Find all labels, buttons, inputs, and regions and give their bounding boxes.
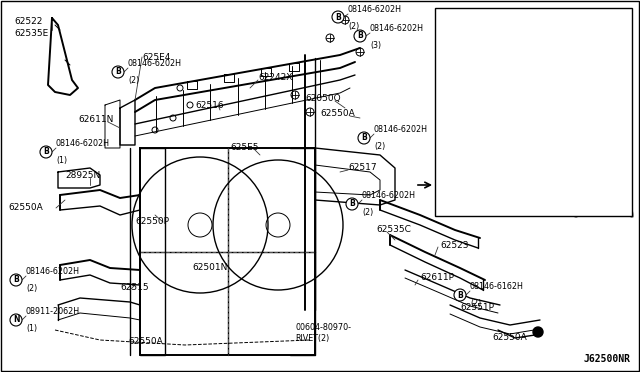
Circle shape <box>10 314 22 326</box>
Text: 62550A: 62550A <box>128 337 163 346</box>
Text: 08146-6202H: 08146-6202H <box>370 24 424 33</box>
Text: 08146-6162H: 08146-6162H <box>470 282 524 291</box>
Text: B: B <box>457 291 463 299</box>
Text: 62550P: 62550P <box>135 218 169 227</box>
Text: 08146-6202H: 08146-6202H <box>26 267 80 276</box>
Text: B: B <box>13 276 19 285</box>
Text: 08911-2062H: 08911-2062H <box>26 307 80 316</box>
Circle shape <box>40 146 52 158</box>
Text: 62517: 62517 <box>348 164 376 173</box>
Text: 62535C: 62535C <box>376 225 411 234</box>
Text: 62515: 62515 <box>120 282 148 292</box>
Text: B: B <box>357 32 363 41</box>
Circle shape <box>454 289 466 301</box>
Text: B: B <box>115 67 121 77</box>
Text: J62500NR: J62500NR <box>583 354 630 364</box>
Circle shape <box>112 66 124 78</box>
Text: 62551P: 62551P <box>460 302 494 311</box>
Text: 28925N: 28925N <box>65 170 100 180</box>
Text: 62550A: 62550A <box>320 109 355 118</box>
Text: (1): (1) <box>56 156 67 165</box>
Text: B: B <box>349 199 355 208</box>
Bar <box>435 8 632 216</box>
Text: (2): (2) <box>128 76 140 85</box>
Text: (2): (2) <box>26 284 37 293</box>
Text: 62535E: 62535E <box>14 29 48 38</box>
Text: 62550A: 62550A <box>492 333 527 341</box>
Text: B: B <box>335 13 341 22</box>
Circle shape <box>346 198 358 210</box>
Text: 00604-80970-: 00604-80970- <box>295 324 351 333</box>
Circle shape <box>358 132 370 144</box>
Text: 08146-6202H: 08146-6202H <box>128 59 182 68</box>
Text: 625E5: 625E5 <box>230 144 259 153</box>
Text: 08146-6202H: 08146-6202H <box>348 5 402 14</box>
Text: 62050Q: 62050Q <box>305 93 340 103</box>
Circle shape <box>354 30 366 42</box>
Circle shape <box>533 327 543 337</box>
Text: B: B <box>43 148 49 157</box>
Circle shape <box>332 11 344 23</box>
Text: (3): (3) <box>370 41 381 50</box>
Text: (2): (2) <box>362 208 373 217</box>
Text: 62242X: 62242X <box>258 74 292 83</box>
Text: 62516: 62516 <box>195 100 223 109</box>
Text: 62523: 62523 <box>440 241 468 250</box>
Text: (2): (2) <box>348 22 359 31</box>
Text: 08146-6202H: 08146-6202H <box>56 139 110 148</box>
Text: (2): (2) <box>470 299 481 308</box>
Text: 08146-6202H: 08146-6202H <box>362 191 416 200</box>
Circle shape <box>10 274 22 286</box>
Text: B: B <box>361 134 367 142</box>
Text: 08146-6202H: 08146-6202H <box>374 125 428 134</box>
Text: RIVET(2): RIVET(2) <box>295 334 329 343</box>
Text: 62522: 62522 <box>14 17 42 26</box>
Text: 62550A: 62550A <box>8 203 43 212</box>
Text: N: N <box>13 315 19 324</box>
Text: 62501N: 62501N <box>192 263 227 272</box>
Text: (1): (1) <box>26 324 37 333</box>
Text: 625E4: 625E4 <box>142 52 170 61</box>
Text: 62611N: 62611N <box>78 115 113 125</box>
Text: 62611P: 62611P <box>420 273 454 282</box>
Text: (2): (2) <box>374 142 385 151</box>
